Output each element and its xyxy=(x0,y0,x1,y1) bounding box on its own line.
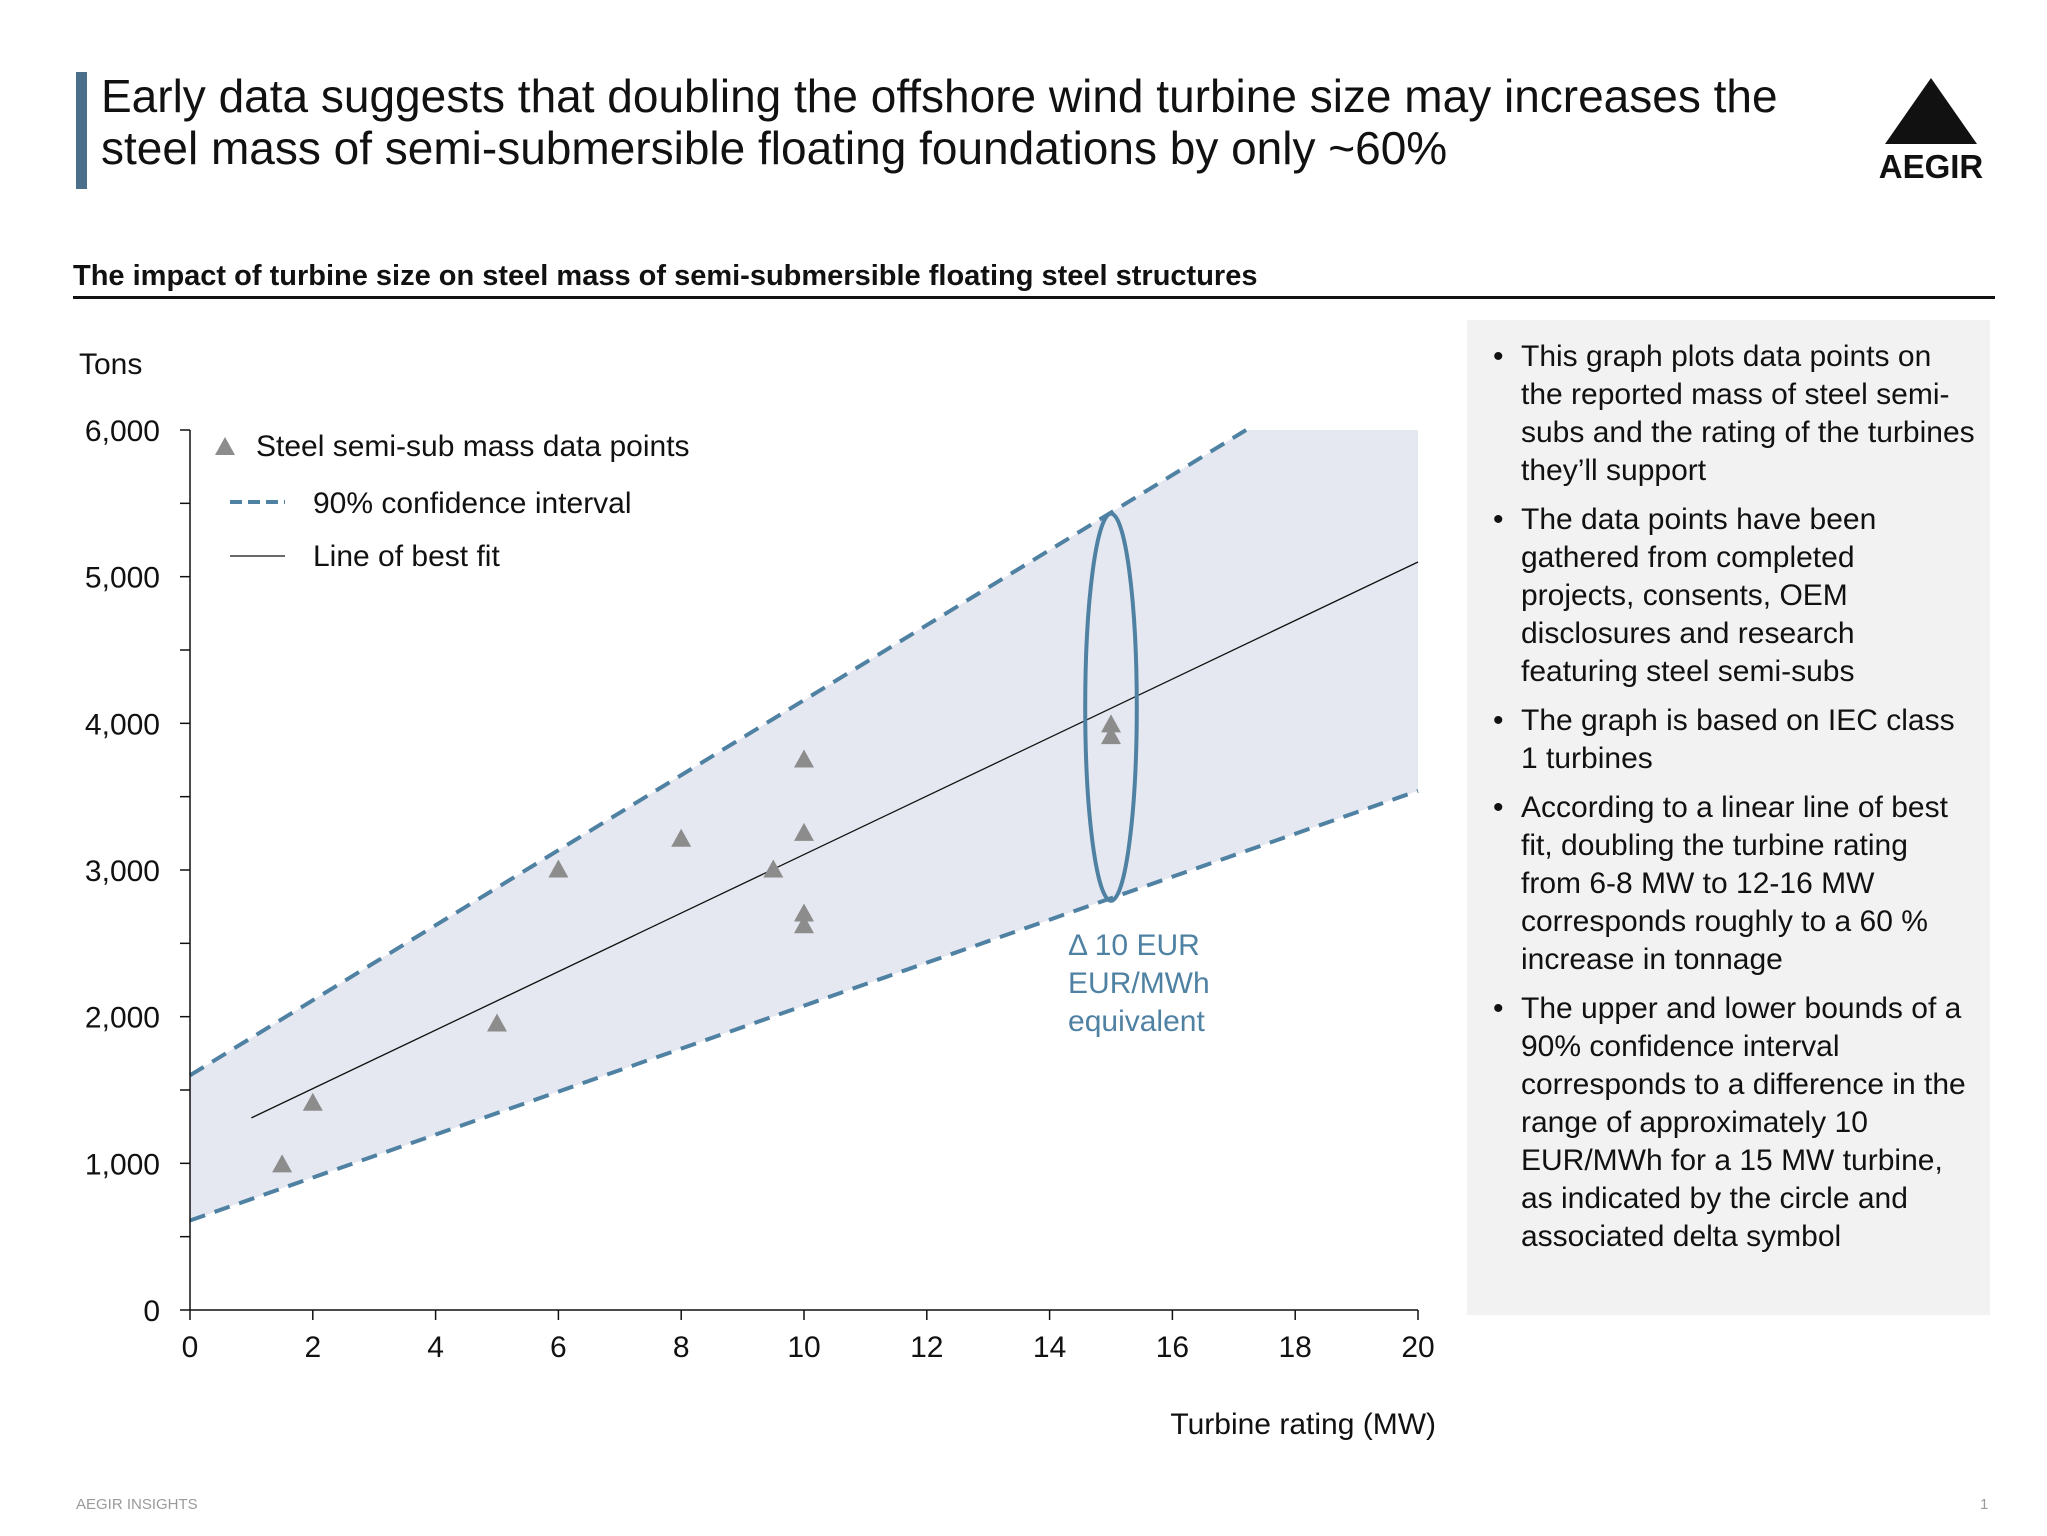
page-number: 1 xyxy=(1980,1496,1989,1513)
best-fit-line xyxy=(251,561,1419,1119)
delta-annotation-line: Δ 10 EUR xyxy=(1068,929,1200,962)
delta-annotation-line: equivalent xyxy=(1068,1005,1205,1038)
chart-subtitle: The impact of turbine size on steel mass… xyxy=(73,260,1258,292)
bullet-icon: • xyxy=(1493,503,1504,536)
data-point xyxy=(794,903,814,922)
x-tick-label: 20 xyxy=(1401,1331,1434,1364)
bullet-icon: • xyxy=(1493,992,1504,1025)
data-point xyxy=(794,749,814,768)
data-point xyxy=(487,1013,507,1032)
data-point xyxy=(763,859,784,878)
lower-confidence-line xyxy=(189,788,1419,1223)
x-tick-label: 16 xyxy=(1156,1331,1189,1364)
page-title: Early data suggests that doubling the of… xyxy=(101,70,1778,174)
data-point xyxy=(794,915,814,934)
data-point xyxy=(548,859,569,878)
legend-triangle-icon xyxy=(215,437,235,455)
y-tick-label: 0 xyxy=(143,1295,160,1328)
x-tick-label: 10 xyxy=(787,1331,820,1364)
x-tick-label: 14 xyxy=(1033,1331,1066,1364)
x-tick-label: 6 xyxy=(550,1331,567,1364)
footer-brand: AEGIR INSIGHTS xyxy=(76,1496,198,1513)
note-item: • The graph is based on IEC class 1 turbi… xyxy=(1481,702,1976,778)
note-item: • The upper and lower bounds of a 90% con… xyxy=(1481,990,1976,1256)
x-tick-label: 8 xyxy=(673,1331,690,1364)
legend-label: 90% confidence interval xyxy=(313,487,632,520)
notes-panel: • This graph plots data points on the rep… xyxy=(1467,320,1990,1315)
y-tick-label: 1,000 xyxy=(85,1148,160,1181)
note-item: • This graph plots data points on the rep… xyxy=(1481,338,1976,490)
y-tick-label: 3,000 xyxy=(85,855,160,888)
aegir-logo: AEGIR xyxy=(1865,78,1995,185)
note-text: The data points have been gathered from … xyxy=(1521,503,1877,688)
logo-triangle-icon xyxy=(1885,78,1977,144)
notes-list: • This graph plots data points on the rep… xyxy=(1481,338,1976,1256)
logo-text: AEGIR xyxy=(1878,148,1984,185)
data-point xyxy=(794,822,814,841)
y-tick-label: 2,000 xyxy=(85,1002,160,1035)
subtitle-divider xyxy=(73,296,1995,299)
chart: 0 1,000 2,000 3,000 4,000 5,000 6,000 0 2 4 6 8 10 12… xyxy=(79,348,1436,1441)
legend-label: Steel semi-sub mass data points xyxy=(256,430,690,463)
note-text: The graph is based on IEC class 1 turbin… xyxy=(1521,704,1955,775)
note-item: • The data points have been gathered from… xyxy=(1481,501,1976,691)
y-tick-label: 4,000 xyxy=(85,708,160,741)
note-text: This graph plots data points on the repo… xyxy=(1521,340,1975,487)
y-tick-label: 6,000 xyxy=(85,415,160,448)
x-tick-label: 2 xyxy=(304,1331,321,1364)
bullet-icon: • xyxy=(1493,340,1504,373)
data-point xyxy=(1101,714,1121,733)
legend-label: Line of best fit xyxy=(313,540,500,573)
x-axis-title: Turbine rating (MW) xyxy=(1170,1408,1436,1441)
x-tick-label: 18 xyxy=(1279,1331,1312,1364)
delta-annotation-line: EUR/MWh xyxy=(1068,967,1210,1000)
x-tick-label: 0 xyxy=(182,1331,199,1364)
bullet-icon: • xyxy=(1493,704,1504,737)
title-accent-bar xyxy=(76,72,87,189)
y-axis-title: Tons xyxy=(79,348,142,381)
x-tick-label: 4 xyxy=(427,1331,444,1364)
data-point xyxy=(272,1154,293,1173)
y-tick-label: 5,000 xyxy=(85,562,160,595)
bullet-icon: • xyxy=(1493,791,1504,824)
note-item: • According to a linear line of best fit,… xyxy=(1481,789,1976,979)
x-tick-label: 12 xyxy=(910,1331,943,1364)
data-point xyxy=(671,828,692,847)
data-point xyxy=(302,1092,323,1111)
delta-circle xyxy=(1083,511,1139,903)
note-text: According to a linear line of best fit, … xyxy=(1521,791,1948,976)
data-point xyxy=(1101,726,1121,745)
note-text: The upper and lower bounds of a 90% conf… xyxy=(1521,992,1966,1253)
